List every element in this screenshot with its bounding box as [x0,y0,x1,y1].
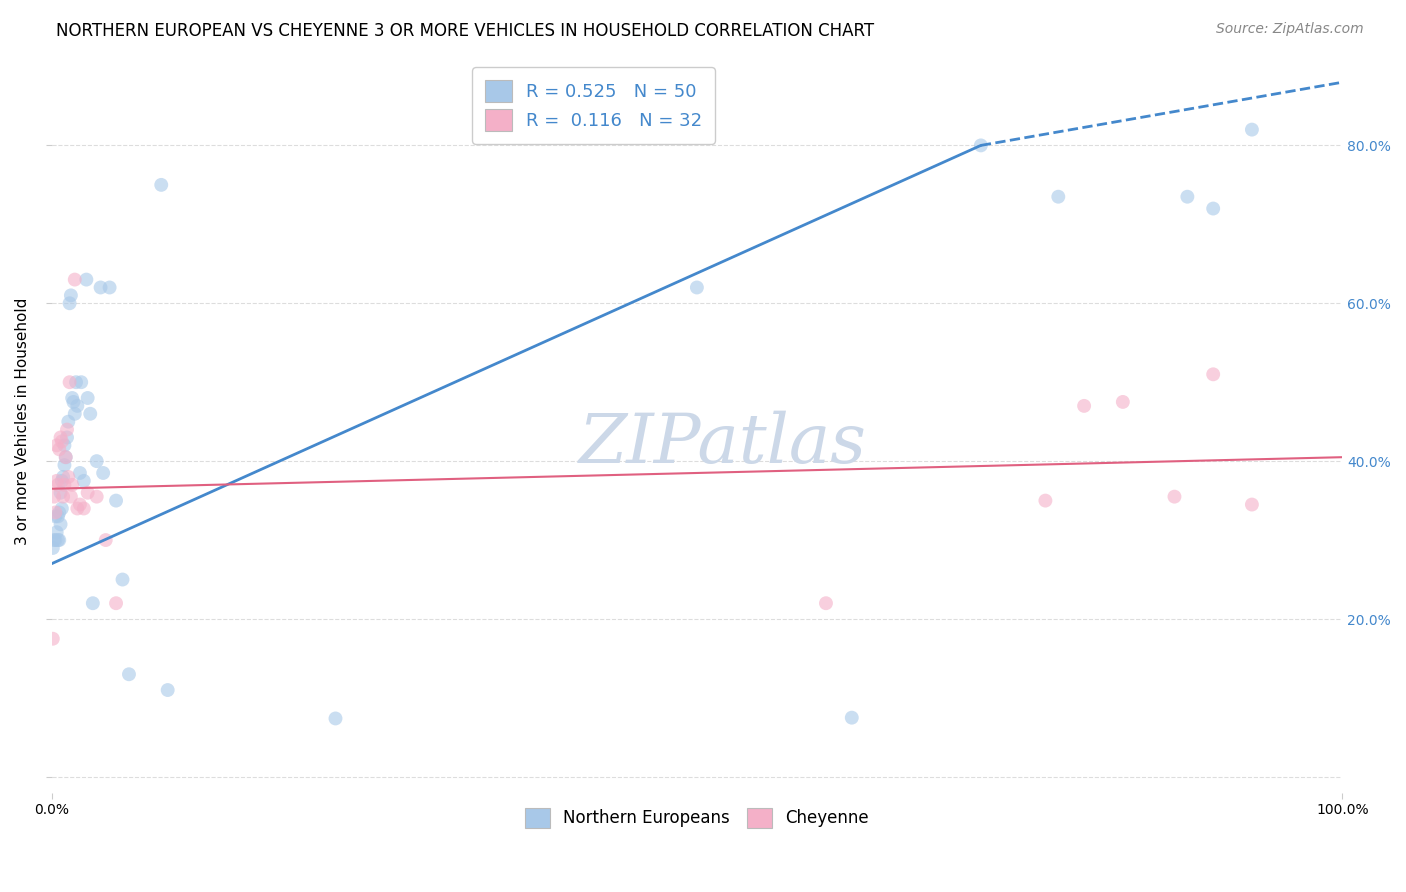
Point [66,501,89,516]
Point [70,375,93,389]
Point [1240,122,1263,136]
Point [53,458,76,472]
Point [59,288,82,302]
Point [51,501,73,516]
Point [45,525,67,540]
Point [76,391,98,405]
Point [44,505,66,519]
Point [90,280,112,294]
Point [105,596,128,610]
Point [1035,493,1057,508]
Text: ZIPatlas: ZIPatlas [579,410,866,477]
Point [150,178,173,192]
Point [62,395,84,409]
Point [63,272,86,286]
Point [49,485,72,500]
Point [59,296,82,310]
Point [45,438,67,452]
Point [118,667,141,681]
Point [44,509,66,524]
Point [69,498,91,512]
Point [52,490,75,504]
Point [69,466,91,480]
Point [59,375,82,389]
Point [82,596,104,610]
Point [51,474,73,488]
Legend: Northern Europeans, Cheyenne: Northern Europeans, Cheyenne [517,799,877,837]
Point [325,711,347,725]
Point [42,490,65,504]
Point [98,280,121,294]
Point [45,474,67,488]
Point [56,430,79,444]
Point [48,442,70,457]
Point [1073,399,1095,413]
Text: NORTHERN EUROPEAN VS CHEYENNE 3 OR MORE VEHICLES IN HOUSEHOLD CORRELATION CHART: NORTHERN EUROPEAN VS CHEYENNE 3 OR MORE … [56,22,875,40]
Point [156,683,179,698]
Point [1202,368,1225,382]
Point [55,450,77,465]
Point [66,399,89,413]
Point [46,478,69,492]
Point [42,541,65,555]
Point [44,533,66,547]
Point [65,375,87,389]
Point [51,434,73,449]
Point [1163,490,1185,504]
Point [86,454,108,468]
Point [73,501,96,516]
Point [49,517,72,532]
Point [111,573,134,587]
Point [42,533,65,547]
Point [94,533,117,547]
Point [60,391,83,405]
Point [59,490,82,504]
Point [1047,190,1070,204]
Point [1177,190,1199,204]
Point [58,470,80,484]
Point [73,474,96,488]
Point [42,632,65,646]
Point [970,138,993,153]
Point [814,596,837,610]
Point [1240,498,1263,512]
Point [46,533,69,547]
Point [55,450,77,465]
Text: Source: ZipAtlas.com: Source: ZipAtlas.com [1216,22,1364,37]
Point [63,407,86,421]
Y-axis label: 3 or more Vehicles in Household: 3 or more Vehicles in Household [15,298,30,545]
Point [53,438,76,452]
Point [48,533,70,547]
Point [56,423,79,437]
Point [686,280,709,294]
Point [1112,395,1135,409]
Point [1202,202,1225,216]
Point [86,490,108,504]
Point [76,485,98,500]
Point [841,711,863,725]
Point [58,415,80,429]
Point [79,407,101,421]
Point [53,478,76,492]
Point [60,478,83,492]
Point [48,505,70,519]
Point [105,493,128,508]
Point [46,509,69,524]
Point [49,430,72,444]
Point [91,466,114,480]
Point [52,470,75,484]
Point [75,272,97,286]
